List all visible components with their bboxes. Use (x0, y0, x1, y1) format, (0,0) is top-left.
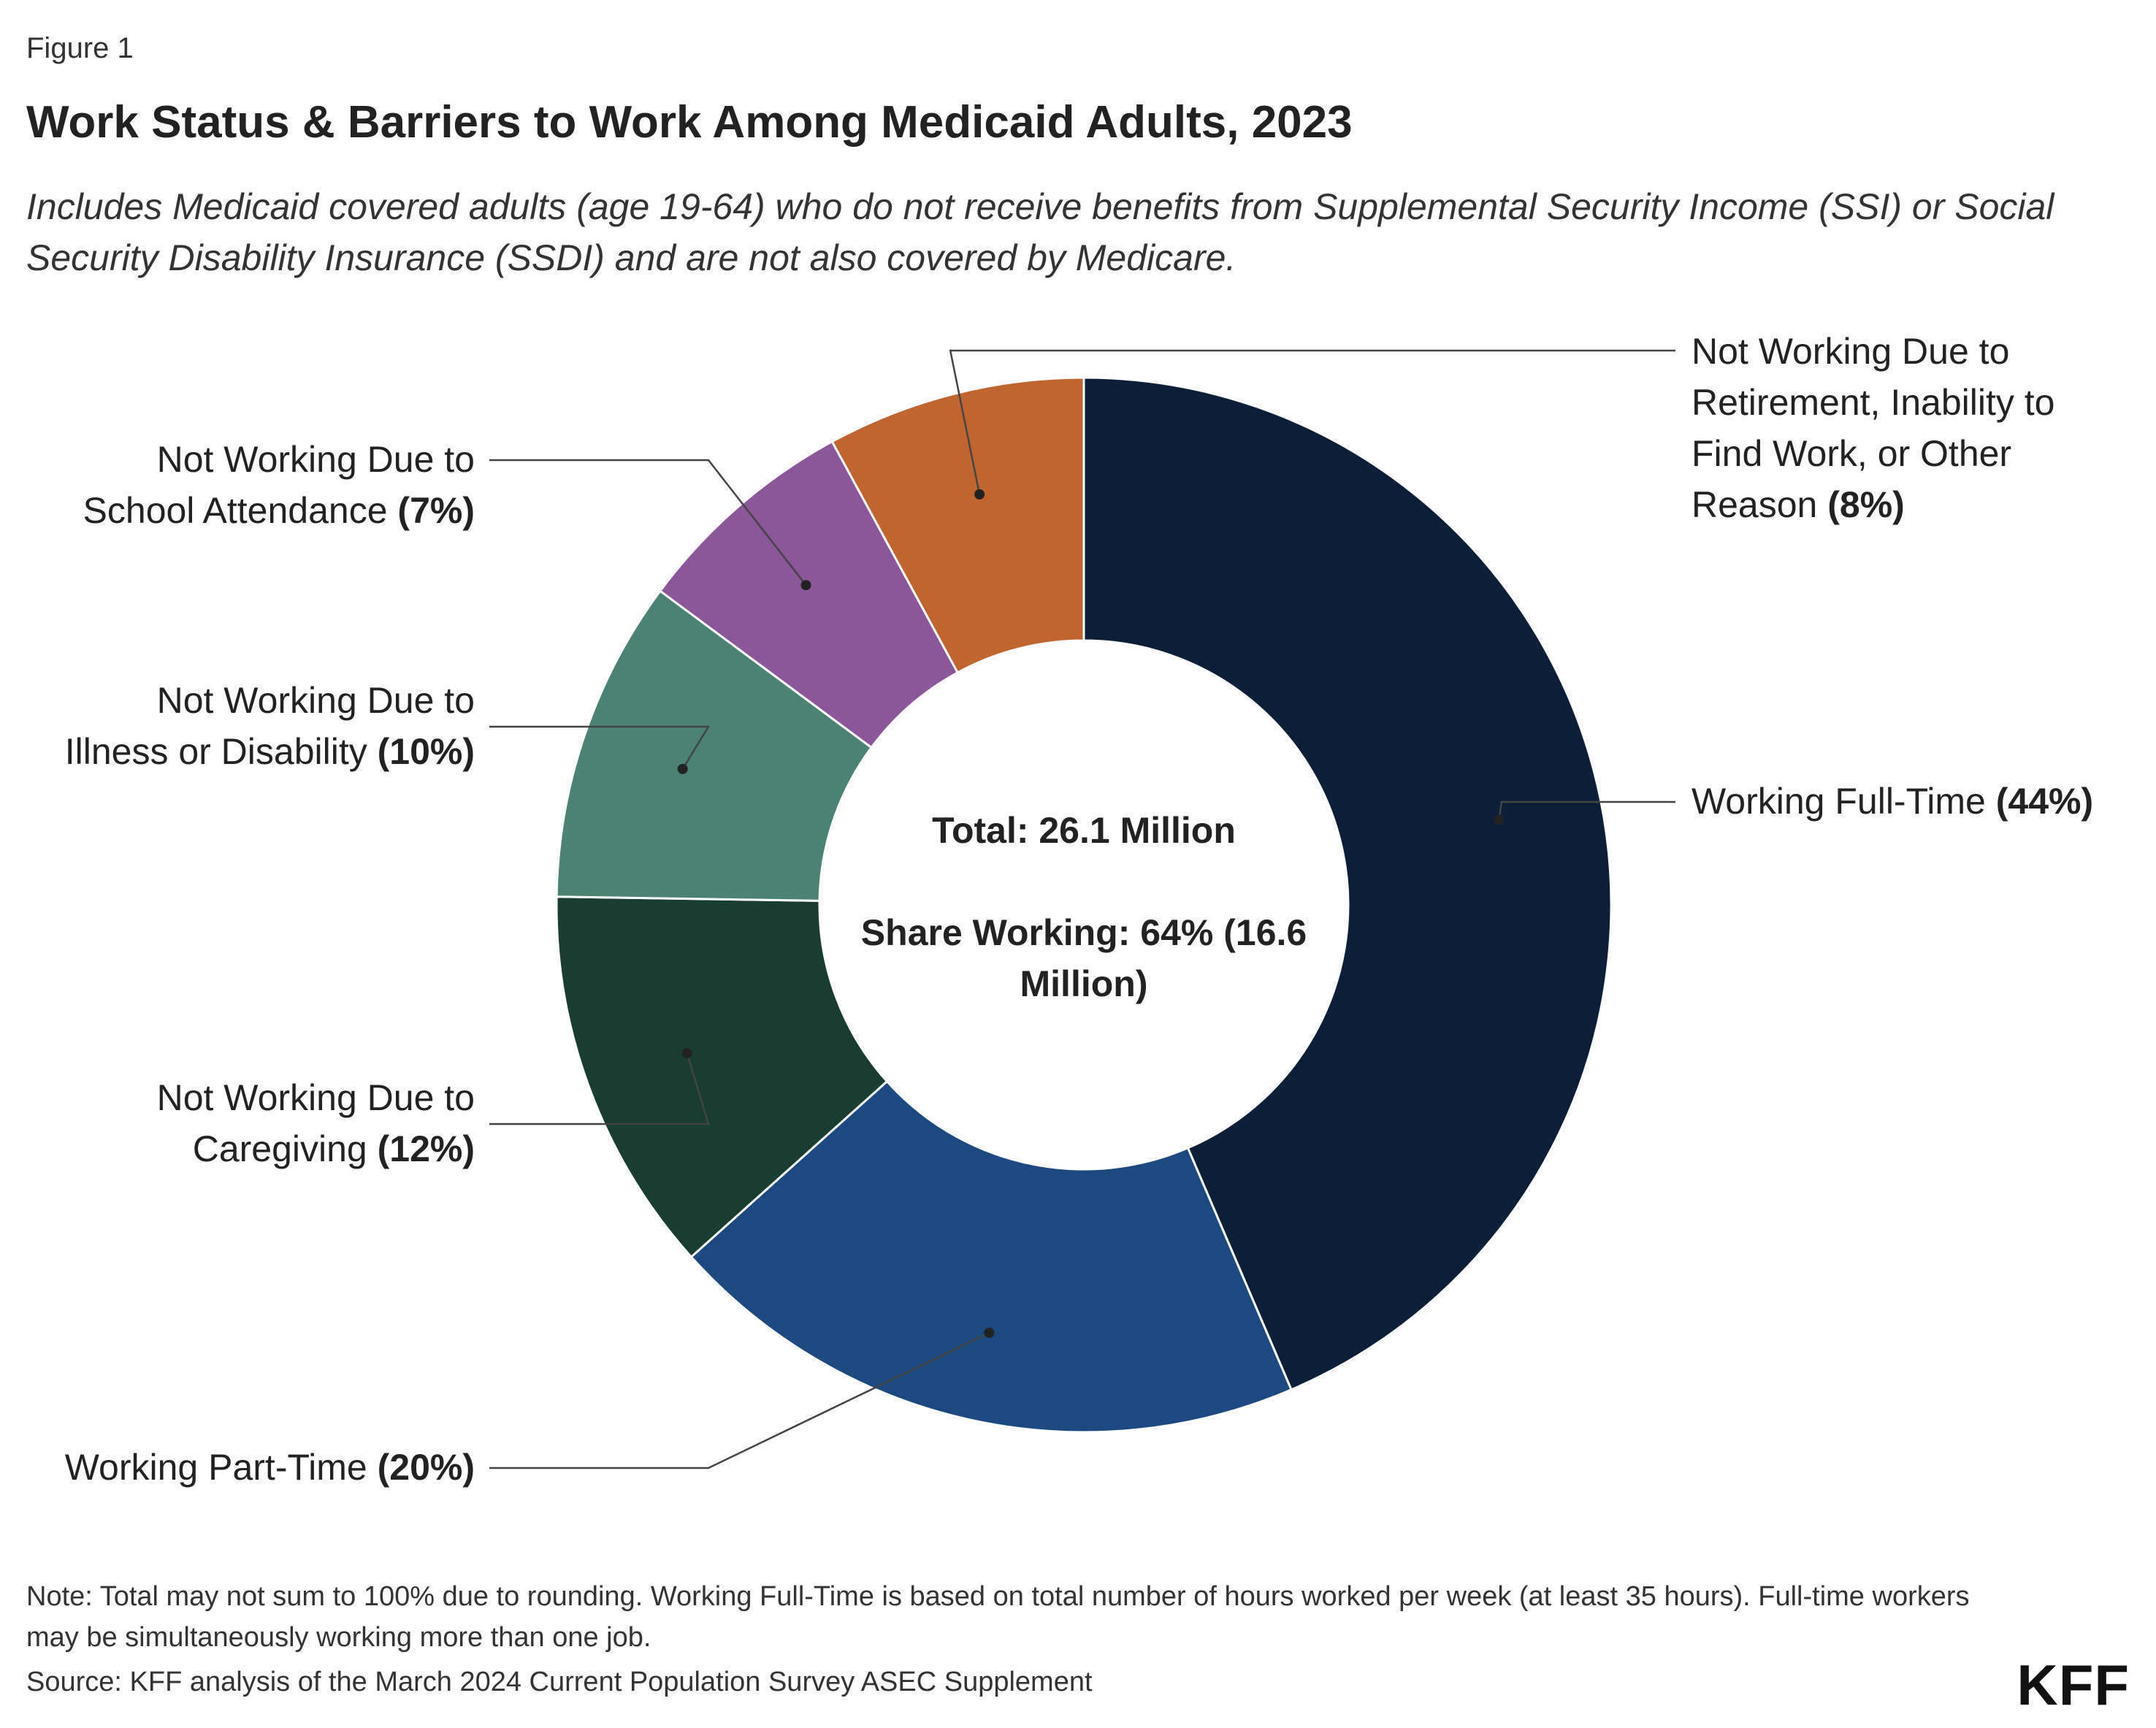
slice-label-line: Illness or Disability (10%) (65, 731, 475, 772)
figure-label: Figure 1 (26, 32, 134, 64)
center-share-working-line1: Share Working: 64% (16.6 (861, 912, 1307, 953)
slice-not-working-due-to-illness-or-disability (555, 589, 874, 902)
leader-dot-not-working-due-to-school-attendance (800, 580, 811, 591)
slice-value-label: (7%) (388, 490, 475, 531)
donut-chart: Working Full-Time (44%) Working Part-Time… (65, 331, 2093, 1488)
slice-label-line: Working Full-Time (44%) (1691, 781, 2093, 822)
slice-working-full-time (1082, 376, 1613, 1391)
leader-dot-working-full-time (1494, 814, 1505, 825)
chart-source: Source: KFF analysis of the March 2024 C… (26, 1667, 1093, 1697)
slice-working-part-time (689, 1079, 1293, 1434)
center-text: Total: 26.1 Million Share Working: 64% (… (861, 810, 1307, 1004)
leader-dot-not-working-due-to-retirement-inability-to-find-work-or-other-reason (974, 489, 985, 500)
leader-line-working-part-time (489, 1331, 990, 1469)
center-total: Total: 26.1 Million (932, 810, 1236, 851)
slice-labels: Working Full-Time (44%) Working Part-Time… (65, 331, 2093, 1488)
leader-line-not-working-due-to-retirement-inability-to-find-work-or-other-reason (949, 349, 1675, 495)
donut-slices (555, 376, 1613, 1434)
slice-label-line: Retirement, Inability to (1691, 382, 2054, 423)
leader-dot-not-working-due-to-caregiving (681, 1048, 692, 1059)
kff-logo: KFF (2017, 1653, 2130, 1717)
leader-line-working-full-time (1497, 800, 1675, 820)
chart-note: Note: Total may not sum to 100% due to r… (26, 1581, 1970, 1653)
slice-not-working-due-to-school-attendance (658, 440, 960, 749)
slice-value-label: (12%) (367, 1128, 475, 1169)
slice-not-working-due-to-retirement-inability-to-find-work-or-other-reason (830, 376, 1085, 674)
leader-lines (489, 349, 1675, 1469)
slice-label-line: Not Working Due to (157, 1077, 475, 1118)
slice-label-line: School Attendance (7%) (83, 490, 475, 531)
leader-dot-working-part-time (984, 1327, 995, 1338)
leader-line-not-working-due-to-caregiving (489, 1052, 710, 1125)
slice-value-label: (20%) (367, 1447, 475, 1488)
leader-line-not-working-due-to-school-attendance (489, 459, 807, 586)
center-share-working-line2: Million) (1020, 963, 1148, 1004)
slice-value-label: (10%) (367, 731, 475, 772)
slice-value-label: (44%) (1986, 781, 2093, 822)
slice-label-line: Find Work, or Other (1691, 433, 2011, 474)
leader-dot-not-working-due-to-illness-or-disability (677, 763, 688, 774)
slice-label-line: Not Working Due to (157, 439, 475, 480)
slice-not-working-due-to-caregiving (555, 895, 889, 1259)
chart-subtitle: Includes Medicaid covered adults (age 19… (26, 186, 2054, 278)
slice-label-line: Working Part-Time (20%) (65, 1447, 475, 1488)
slice-value-label: (8%) (1817, 484, 1904, 525)
leader-line-not-working-due-to-illness-or-disability (489, 725, 711, 770)
chart-title: Work Status & Barriers to Work Among Med… (26, 97, 1353, 148)
slice-label-line: Not Working Due to (157, 680, 475, 721)
slice-label-line: Not Working Due to (1691, 331, 2009, 372)
slice-label-line: Reason (8%) (1691, 484, 1905, 525)
slice-label-line: Caregiving (12%) (193, 1128, 475, 1169)
